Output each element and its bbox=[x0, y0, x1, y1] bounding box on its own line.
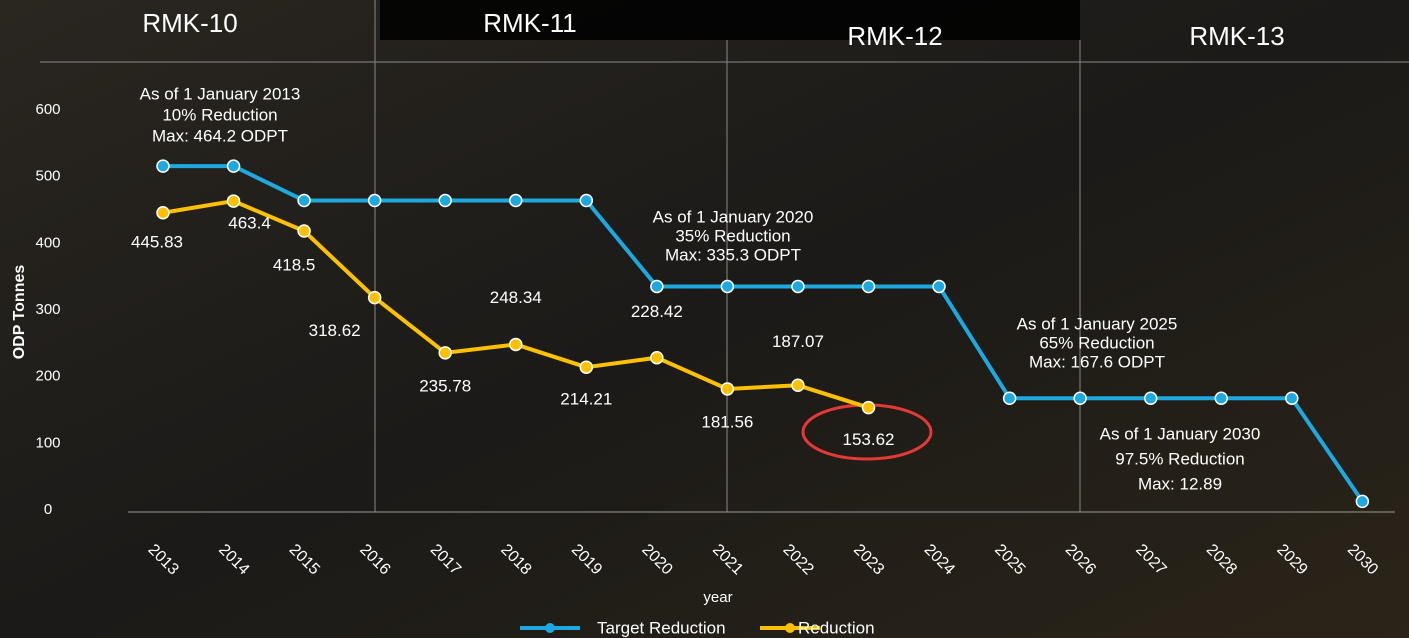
y-axis-title: ODP Tonnes bbox=[11, 265, 28, 360]
annotation: As of 1 January 2020 bbox=[653, 207, 814, 226]
y-tick-label: 100 bbox=[35, 434, 60, 451]
data-point bbox=[510, 338, 522, 350]
y-tick-label: 300 bbox=[35, 301, 60, 318]
data-label: 418.5 bbox=[273, 255, 316, 274]
data-point bbox=[510, 195, 522, 207]
data-label: 228.42 bbox=[631, 302, 683, 321]
data-label: 318.62 bbox=[309, 321, 361, 340]
data-point bbox=[298, 195, 310, 207]
data-point bbox=[580, 195, 592, 207]
annotation: Max: 12.89 bbox=[1138, 474, 1222, 493]
data-point bbox=[792, 280, 804, 292]
y-tick-label: 500 bbox=[35, 168, 60, 185]
annotation: Max: 464.2 ODPT bbox=[152, 126, 288, 145]
data-label: 248.34 bbox=[490, 288, 542, 307]
data-point bbox=[651, 280, 663, 292]
annotation: Max: 335.3 ODPT bbox=[665, 245, 801, 264]
y-tick-label: 600 bbox=[35, 101, 60, 118]
data-label: 214.21 bbox=[560, 390, 612, 409]
x-axis-title: year bbox=[703, 589, 732, 606]
phase-label: RMK-11 bbox=[483, 8, 576, 38]
data-point bbox=[157, 207, 169, 219]
annotation: 97.5% Reduction bbox=[1115, 449, 1244, 468]
legend-marker bbox=[545, 623, 555, 633]
phase-label: RMK-13 bbox=[1189, 21, 1284, 51]
data-label: 187.07 bbox=[772, 332, 824, 351]
chart: ODP Tonnes year 010020030040050060020132… bbox=[0, 0, 1409, 638]
data-point bbox=[721, 383, 733, 395]
data-point bbox=[580, 361, 592, 373]
y-tick-label: 400 bbox=[35, 234, 60, 251]
legend-label: Reduction bbox=[798, 618, 875, 637]
data-point bbox=[721, 280, 733, 292]
data-label: 445.83 bbox=[131, 232, 183, 251]
phase-label: RMK-10 bbox=[142, 8, 237, 38]
annotation: 65% Reduction bbox=[1039, 333, 1154, 352]
data-point bbox=[863, 280, 875, 292]
annotation: 35% Reduction bbox=[675, 226, 790, 245]
data-point bbox=[1356, 495, 1368, 507]
annotation: As of 1 January 2025 bbox=[1017, 314, 1178, 333]
data-point bbox=[157, 160, 169, 172]
annotation: As of 1 January 2013 bbox=[140, 84, 301, 103]
data-point bbox=[863, 402, 875, 414]
data-point bbox=[439, 347, 451, 359]
annotation: Max: 167.6 ODPT bbox=[1029, 352, 1165, 371]
y-tick-label: 200 bbox=[35, 368, 60, 385]
data-label: 463.4 bbox=[228, 214, 271, 233]
data-point bbox=[298, 225, 310, 237]
annotation: As of 1 January 2030 bbox=[1100, 424, 1261, 443]
data-point bbox=[369, 195, 381, 207]
data-point bbox=[1004, 392, 1016, 404]
data-point bbox=[1286, 392, 1298, 404]
data-point bbox=[1074, 392, 1086, 404]
annotation: 10% Reduction bbox=[162, 105, 277, 124]
data-point bbox=[792, 379, 804, 391]
legend-label: Target Reduction bbox=[597, 618, 726, 637]
y-tick-label: 0 bbox=[44, 501, 52, 518]
data-label: 181.56 bbox=[701, 412, 753, 431]
data-point bbox=[1145, 392, 1157, 404]
data-point bbox=[1215, 392, 1227, 404]
data-point bbox=[228, 160, 240, 172]
data-point bbox=[933, 280, 945, 292]
data-point bbox=[228, 195, 240, 207]
data-label: 153.62 bbox=[843, 430, 895, 449]
data-point bbox=[651, 352, 663, 364]
phase-label: RMK-12 bbox=[847, 21, 942, 51]
data-point bbox=[439, 195, 451, 207]
data-point bbox=[369, 292, 381, 304]
data-label: 235.78 bbox=[419, 376, 471, 395]
legend-marker bbox=[785, 623, 795, 633]
